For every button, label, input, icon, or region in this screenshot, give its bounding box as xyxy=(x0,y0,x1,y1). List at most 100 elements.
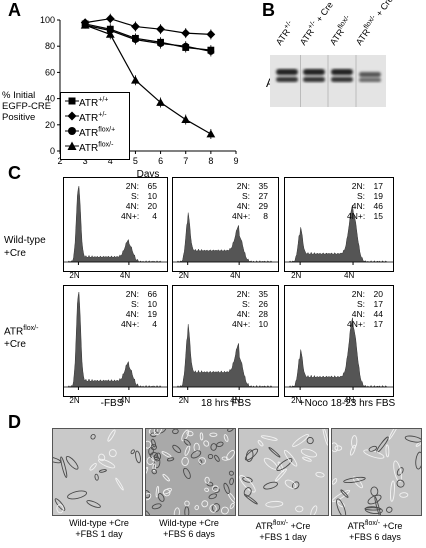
ylabel-line: % Initial xyxy=(2,90,36,101)
cell-shape xyxy=(223,482,230,495)
stat-value: 17 xyxy=(373,299,383,309)
stat-line: S: 17 xyxy=(347,299,383,309)
cell-shape xyxy=(108,449,117,458)
cell-shape xyxy=(336,498,347,515)
stat-line: 4N: 19 xyxy=(121,309,157,319)
cell-shape xyxy=(172,429,179,435)
cell-shape xyxy=(199,432,204,441)
histogram-area xyxy=(176,324,272,388)
stat-line: 4N+: 10 xyxy=(232,319,268,329)
cell-shape xyxy=(332,489,351,503)
peak-label: 2N xyxy=(69,271,80,280)
series-line xyxy=(85,24,211,53)
cell-shape xyxy=(227,429,234,432)
stat-key: 4N: xyxy=(125,309,139,319)
stat-line: 4N: 20 xyxy=(121,201,157,211)
y-tick-label: 80 xyxy=(45,41,55,51)
stat-value: 20 xyxy=(147,201,157,211)
cell-shape xyxy=(206,481,214,487)
cell-shape xyxy=(162,473,170,482)
diamond-data-point xyxy=(131,22,140,31)
cell-shape xyxy=(181,429,190,442)
cell-shape xyxy=(89,462,97,471)
series-group xyxy=(80,13,216,40)
peak-label: 2N xyxy=(69,396,80,405)
stat-value: 35 xyxy=(258,181,268,191)
cell-shape xyxy=(154,452,162,462)
stat-key: S: xyxy=(130,191,139,201)
histogram-area xyxy=(67,291,162,388)
stat-line: 4N+: 8 xyxy=(232,211,268,221)
legend-base: ATR xyxy=(79,143,99,154)
circle-data-point xyxy=(157,40,164,47)
cell-shape xyxy=(151,468,157,475)
caption-line: +FBS 6 days xyxy=(349,532,401,542)
x-tick-label: 7 xyxy=(183,156,188,166)
cell-shape xyxy=(172,444,182,454)
cell-shape xyxy=(208,493,218,500)
cell-shape xyxy=(265,500,284,508)
cell-shape xyxy=(243,493,258,505)
stat-line: 2N: 65 xyxy=(121,181,157,191)
panel-d-letter: D xyxy=(8,412,21,432)
stat-value: 44 xyxy=(373,309,383,319)
panel-c-letter: C xyxy=(8,163,21,183)
stat-key: 4N: xyxy=(351,201,365,211)
peak-label: 4N xyxy=(344,396,355,405)
x-axis-label: Days xyxy=(137,169,160,180)
legend-entry: ATR+/- xyxy=(65,111,107,124)
cell-shape xyxy=(203,440,210,447)
square-marker-icon xyxy=(65,97,79,105)
cell-shape xyxy=(146,489,151,499)
cell-shape xyxy=(115,477,124,491)
cell-shape xyxy=(146,440,152,449)
caption-line: +FBS 1 day xyxy=(75,529,123,539)
histogram-area xyxy=(288,205,387,263)
stat-key: 2N: xyxy=(351,181,365,191)
x-tick-label: 3 xyxy=(83,156,88,166)
cell-shape xyxy=(173,507,180,515)
stat-key: S: xyxy=(356,299,365,309)
circle-data-point xyxy=(182,42,190,50)
cell-shape xyxy=(204,487,210,492)
cell-shape xyxy=(415,451,421,470)
cell-shape xyxy=(315,471,325,478)
cell-shape xyxy=(292,434,309,447)
lane-sup: flox/- xyxy=(336,14,352,31)
stat-value: 29 xyxy=(258,201,268,211)
cell-shape xyxy=(209,504,217,513)
cell-shape xyxy=(146,509,151,515)
ylabel-line: EGFP-CRE xyxy=(2,101,52,112)
cell-shape xyxy=(322,429,328,446)
cell-texture xyxy=(239,429,328,515)
stat-key: S: xyxy=(241,191,250,201)
x-tick-label: 4 xyxy=(108,156,113,166)
cell-shape xyxy=(295,505,304,513)
cell-shape xyxy=(363,449,385,459)
stat-line: 2N: 17 xyxy=(347,181,383,191)
stat-line: 4N+: 17 xyxy=(347,319,383,329)
lane-base: ATR xyxy=(327,27,346,47)
cell-shape xyxy=(207,453,214,460)
caption-tail: +Cre xyxy=(380,521,403,531)
legend-sup: +/- xyxy=(98,111,107,119)
y-tick-label: 40 xyxy=(45,94,55,104)
cell-shape xyxy=(385,444,390,458)
cell-shape xyxy=(239,475,256,493)
cell-shape xyxy=(135,450,141,464)
stat-line: 4N+: 4 xyxy=(121,211,157,221)
cell-shape xyxy=(146,492,152,501)
stat-key: S: xyxy=(241,299,250,309)
cell-shape xyxy=(65,456,79,470)
stat-value: 28 xyxy=(258,309,268,319)
cell-shape xyxy=(153,429,162,436)
cell-cycle-stats: 2N: 17 S: 19 4N: 46 4N+: 15 xyxy=(347,181,383,221)
flow-histogram xyxy=(172,285,279,397)
col-label: -FBS xyxy=(100,398,124,409)
micrograph-image xyxy=(52,428,143,516)
survival-line-chart: 100 80 60 40 20 02 3 4 5 6 7 8 9 Days xyxy=(40,13,239,180)
cell-shape xyxy=(229,502,235,509)
legend-entry: ATR+/+ xyxy=(65,96,108,109)
micrograph-image xyxy=(145,428,236,516)
cell-shape xyxy=(364,507,382,511)
